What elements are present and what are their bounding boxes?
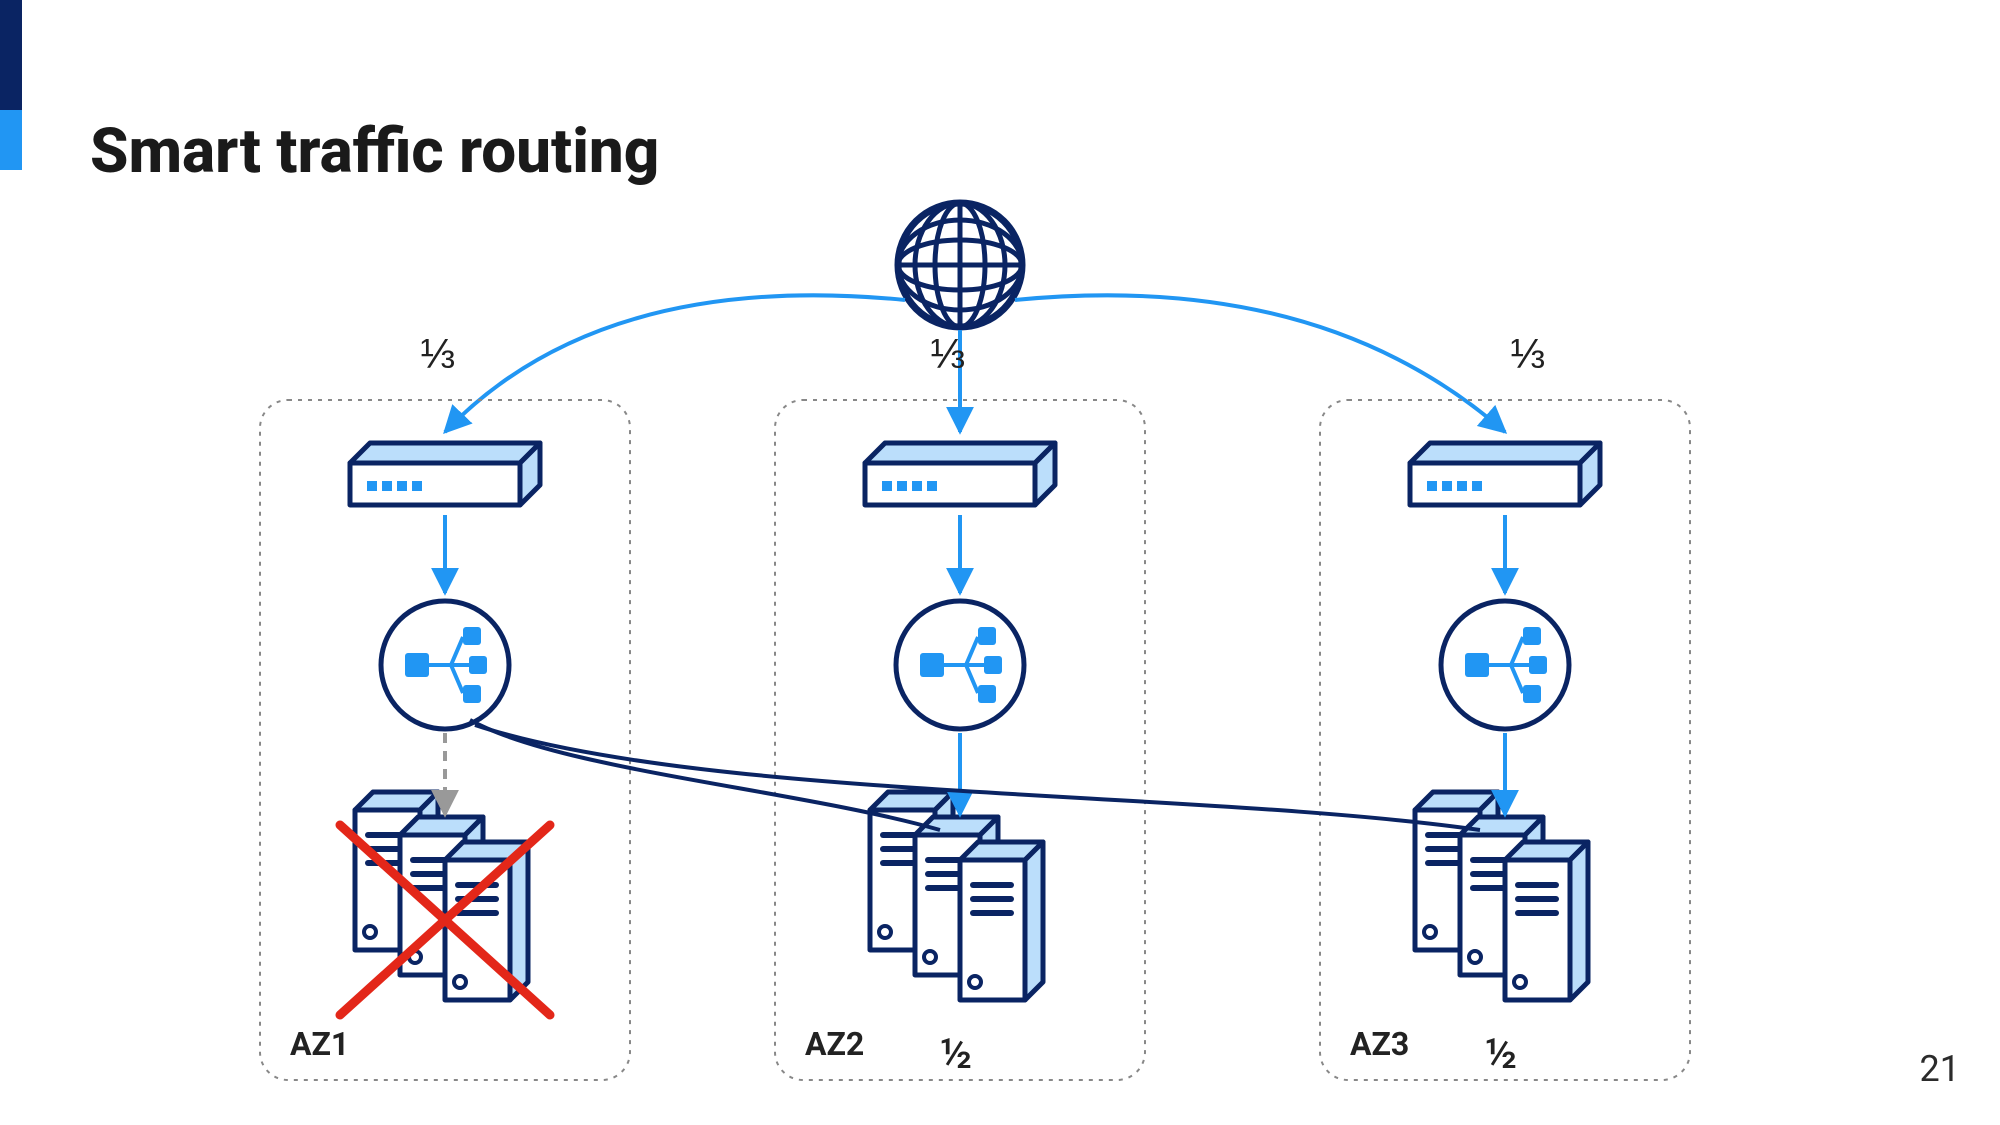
server-cluster-icon xyxy=(870,792,1043,1000)
load-balancer-icon xyxy=(381,601,509,729)
edge-az1-reroute-az3 xyxy=(475,725,1480,830)
fraction-label-top: ⅓ xyxy=(930,330,965,379)
fraction-label-bottom: ½ xyxy=(940,1030,972,1079)
edge-az1-reroute-az2 xyxy=(470,720,940,830)
zone-label: AZ1 xyxy=(290,1025,349,1063)
fraction-label-bottom: ½ xyxy=(1485,1030,1517,1079)
load-balancer-icon xyxy=(1441,601,1569,729)
server-cluster-icon xyxy=(340,792,550,1015)
router-icon xyxy=(865,443,1055,505)
load-balancer-icon xyxy=(896,601,1024,729)
routing-diagram xyxy=(0,0,2000,1125)
zone-label: AZ2 xyxy=(805,1025,864,1063)
edge-globe-to-az3 xyxy=(1015,295,1505,432)
fraction-label-top: ⅓ xyxy=(420,330,455,379)
fraction-label-top: ⅓ xyxy=(1510,330,1545,379)
router-icon xyxy=(350,443,540,505)
globe-icon xyxy=(898,203,1022,327)
zone-label: AZ3 xyxy=(1350,1025,1409,1063)
edge-globe-to-az1 xyxy=(445,295,905,432)
router-icon xyxy=(1410,443,1600,505)
